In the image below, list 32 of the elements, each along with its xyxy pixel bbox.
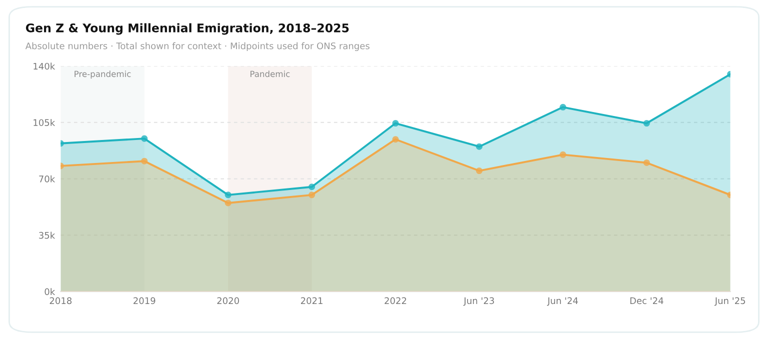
x-tick-label: Jun '24 — [547, 297, 578, 306]
x-tick-label: 2021 — [300, 297, 322, 304]
x-tick-label: 2020 — [217, 297, 239, 304]
x-tick-label: Dec '24 — [630, 297, 664, 304]
y-tick-label: 70k — [39, 175, 56, 182]
point — [141, 158, 148, 164]
point — [643, 159, 650, 166]
band-label: Pandemic — [250, 70, 290, 78]
point — [560, 151, 566, 158]
y-tick-label: 0k — [44, 288, 56, 296]
point — [141, 135, 148, 142]
point — [308, 192, 316, 198]
band-label: Pre-pandemic — [74, 70, 131, 79]
point — [560, 104, 566, 110]
x-tick-label: Jun '25 — [714, 297, 746, 306]
point — [308, 184, 316, 190]
point — [224, 200, 232, 206]
y-tick-label: 140k — [34, 62, 56, 70]
chart-title: Gen Z & Young Millennial Emigration, 2018–2025 — [26, 23, 349, 35]
x-tick-label: 2022 — [384, 297, 406, 304]
y-tick-label: 35k — [39, 232, 56, 239]
x-tick-label: 2018 — [50, 297, 72, 304]
point — [476, 143, 482, 150]
chart-subtitle: Absolute numbers · Total shown for context · Midpoints used for ONS ranges — [25, 42, 370, 52]
x-tick-label: Jun '23 — [463, 297, 494, 306]
point — [392, 120, 399, 127]
y-tick-label: 105k — [34, 119, 56, 126]
point — [392, 136, 399, 143]
point — [224, 192, 232, 198]
x-tick-label: 2019 — [134, 297, 156, 304]
point — [476, 168, 482, 174]
point — [643, 120, 650, 127]
